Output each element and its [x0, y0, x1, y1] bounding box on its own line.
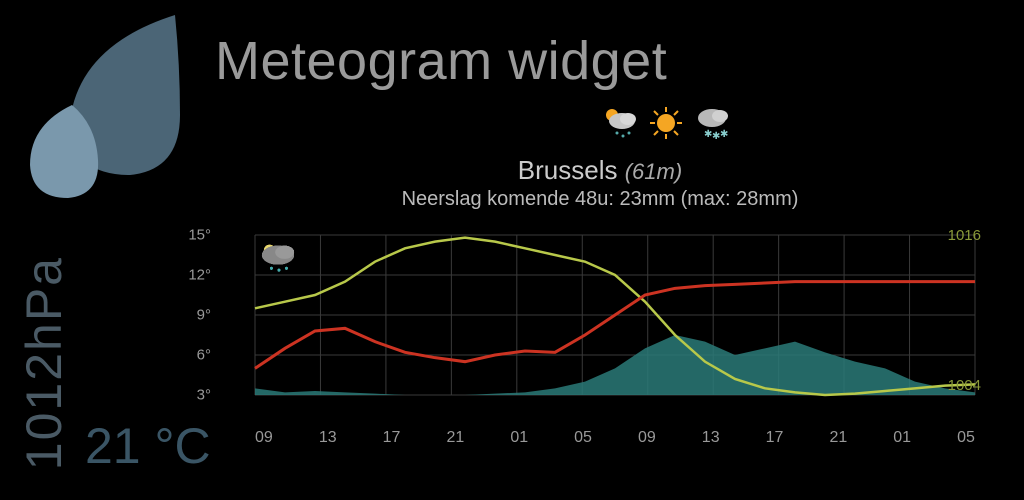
x-tick-label: 09	[255, 429, 273, 447]
y-tick-label: 9°	[197, 307, 211, 324]
y-tick-label: 15°	[188, 227, 211, 244]
meteogram-chart: Brussels (61m) Neerslag komende 48u: 23m…	[215, 155, 985, 425]
x-tick-label: 05	[957, 429, 975, 447]
x-tick-label: 13	[319, 429, 337, 447]
condition-icon	[257, 241, 299, 273]
chart-subtitle: Neerslag komende 48u: 23mm (max: 28mm)	[215, 188, 985, 211]
snow-cloud-icon: ✱ ✱ ✱	[692, 105, 732, 141]
x-tick-label: 13	[702, 429, 720, 447]
pressure-display: 1012hPa	[15, 256, 73, 470]
app-logo	[20, 10, 220, 205]
x-tick-label: 21	[829, 429, 847, 447]
x-tick-label: 17	[766, 429, 784, 447]
x-tick-label: 01	[510, 429, 528, 447]
x-tick-label: 09	[638, 429, 656, 447]
sun-rain-icon	[600, 105, 640, 141]
location-name: Brussels	[518, 155, 618, 185]
x-axis-labels: 09 13 17 21 01 05 09 13 17 21 01 05	[255, 429, 975, 447]
x-tick-label: 17	[383, 429, 401, 447]
x-tick-label: 21	[446, 429, 464, 447]
location-elevation: (61m)	[625, 159, 682, 184]
title-weather-icons: ✱ ✱ ✱	[600, 105, 732, 141]
x-tick-label: 01	[893, 429, 911, 447]
app-title: Meteogram widget	[215, 30, 667, 92]
svg-text:✱: ✱	[720, 129, 728, 140]
temperature-display: 21 °C	[85, 417, 211, 475]
y-tick-label: 6°	[197, 347, 211, 364]
sun-icon	[648, 105, 684, 141]
y-tick-label: 12°	[188, 267, 211, 284]
y-tick-label: 3°	[197, 387, 211, 404]
pressure-tick-top: 1016	[948, 227, 981, 244]
x-tick-label: 05	[574, 429, 592, 447]
chart-location: Brussels (61m)	[215, 155, 985, 186]
pressure-tick-bottom: 1004	[948, 377, 981, 394]
